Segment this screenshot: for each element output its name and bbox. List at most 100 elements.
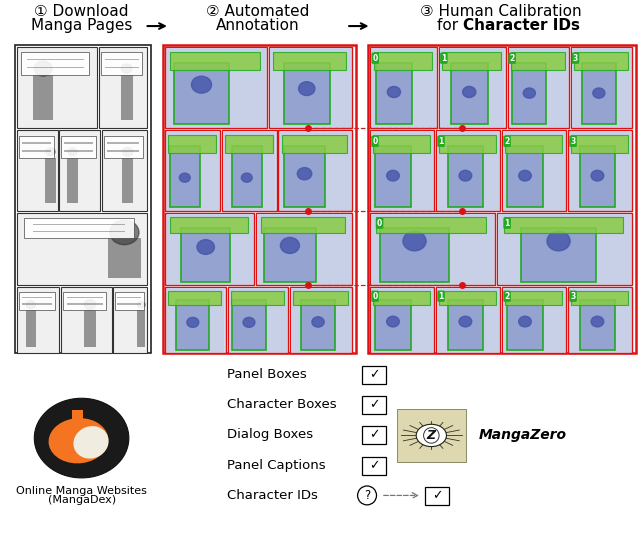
Ellipse shape — [416, 424, 447, 447]
Text: Dialog Boxes: Dialog Boxes — [227, 429, 313, 441]
Text: 2: 2 — [509, 54, 515, 63]
Bar — [64, 142, 93, 143]
Bar — [223, 131, 275, 211]
Bar — [451, 63, 488, 124]
Bar — [33, 75, 53, 120]
Bar — [375, 146, 411, 207]
Text: Manga Pages: Manga Pages — [31, 18, 132, 33]
Bar — [27, 59, 84, 61]
Bar — [17, 213, 147, 285]
Bar — [17, 287, 59, 353]
Bar — [67, 303, 103, 304]
Text: 1: 1 — [438, 292, 444, 301]
Bar — [284, 146, 324, 207]
Bar — [232, 300, 266, 350]
Bar — [509, 48, 568, 127]
Text: ③ Human Calibration: ③ Human Calibration — [420, 4, 582, 19]
Bar — [504, 217, 623, 233]
Bar — [442, 52, 501, 70]
Bar — [176, 300, 209, 350]
Circle shape — [123, 148, 133, 156]
Text: Character IDs: Character IDs — [463, 18, 580, 33]
Bar — [497, 213, 632, 285]
Text: 1: 1 — [504, 219, 509, 228]
Bar — [570, 131, 631, 211]
Bar — [371, 48, 436, 127]
Bar — [440, 48, 504, 127]
Text: 2: 2 — [504, 292, 509, 301]
Bar — [166, 48, 266, 127]
Bar — [163, 45, 356, 353]
Bar — [270, 48, 351, 127]
Bar — [181, 228, 230, 282]
Bar — [574, 52, 628, 70]
Bar — [19, 136, 54, 158]
Bar — [582, 63, 616, 124]
Bar — [513, 63, 547, 124]
Text: ✓: ✓ — [369, 459, 380, 471]
Bar — [371, 288, 433, 352]
Text: (MangaDex): (MangaDex) — [47, 496, 116, 505]
Bar — [506, 135, 562, 153]
Text: Online Manga Websites: Online Manga Websites — [16, 486, 147, 496]
Bar — [165, 47, 267, 128]
Bar — [104, 59, 139, 61]
Circle shape — [35, 398, 129, 478]
Bar — [502, 287, 566, 353]
Bar — [173, 63, 230, 124]
Bar — [448, 300, 483, 350]
Bar — [436, 287, 500, 353]
Bar — [232, 146, 262, 207]
Bar — [301, 300, 335, 350]
Circle shape — [387, 170, 399, 181]
Bar — [33, 224, 125, 225]
Bar — [260, 217, 345, 233]
Bar — [284, 63, 330, 124]
Ellipse shape — [74, 426, 109, 459]
Circle shape — [110, 220, 139, 245]
Bar — [513, 63, 547, 124]
Circle shape — [84, 300, 95, 309]
Bar — [17, 47, 97, 128]
Bar — [375, 300, 411, 350]
Bar — [67, 158, 77, 204]
Bar — [572, 48, 631, 127]
Bar — [232, 146, 262, 207]
Text: ✓: ✓ — [369, 368, 380, 381]
Bar — [370, 287, 435, 353]
Bar — [439, 47, 506, 128]
Bar — [45, 158, 56, 204]
Bar — [120, 75, 132, 120]
Circle shape — [518, 316, 531, 327]
Text: ✓: ✓ — [369, 429, 380, 441]
Bar — [166, 131, 219, 211]
Bar — [522, 228, 596, 282]
Circle shape — [591, 170, 604, 181]
Text: 0: 0 — [372, 292, 378, 301]
Text: 2: 2 — [504, 137, 509, 146]
Text: Z: Z — [427, 429, 436, 442]
Bar — [375, 146, 411, 207]
Bar — [448, 146, 483, 207]
Bar — [115, 292, 144, 310]
Bar — [504, 131, 565, 211]
Bar — [173, 63, 230, 124]
Circle shape — [459, 316, 472, 327]
Circle shape — [138, 301, 145, 308]
Bar — [21, 53, 89, 75]
Bar — [293, 291, 348, 306]
Bar — [222, 130, 276, 212]
Bar — [101, 53, 142, 75]
Bar — [368, 45, 636, 353]
Bar — [61, 136, 95, 158]
Bar — [165, 287, 226, 353]
Bar — [508, 300, 543, 350]
Circle shape — [591, 316, 604, 327]
Bar — [572, 291, 628, 306]
Bar — [61, 287, 111, 353]
Bar — [102, 130, 147, 212]
Circle shape — [524, 88, 536, 98]
Bar — [448, 146, 483, 207]
Ellipse shape — [49, 418, 108, 463]
Bar — [26, 310, 36, 346]
